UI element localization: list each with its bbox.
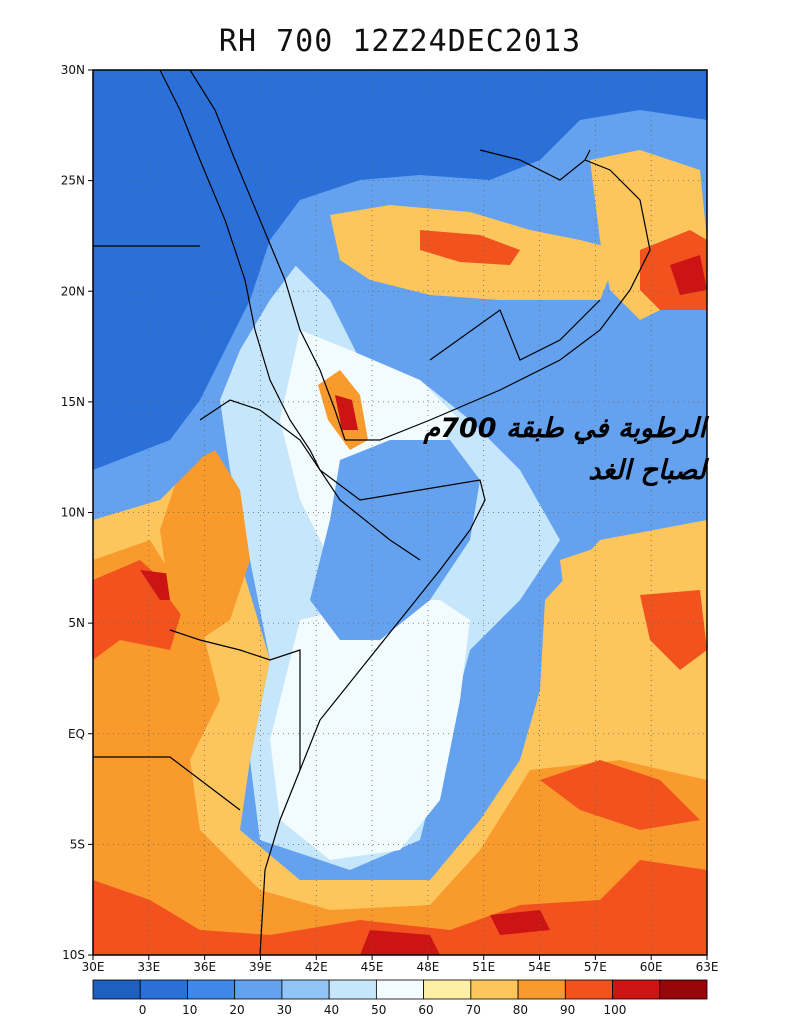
colorbar-label: 30 <box>277 1003 292 1017</box>
colorbar-label: 70 <box>466 1003 481 1017</box>
moist-region-east <box>560 540 707 730</box>
very-wet-region-yemen <box>335 395 358 430</box>
x-tick-label: 63E <box>696 960 719 974</box>
colorbar-label: 10 <box>182 1003 197 1017</box>
colorbar-swatch <box>470 979 519 1000</box>
arabic-annotation-line-1: الرطوبة في طبقة 700م <box>423 413 706 444</box>
border-tanzania <box>93 756 241 811</box>
border-kenya <box>169 629 301 770</box>
dry-region <box>93 70 707 470</box>
y-tick-label: 5S <box>70 837 85 851</box>
y-tick-label: 10S <box>62 948 85 962</box>
very-wet-region-east <box>640 590 707 670</box>
y-tick-label: 25N <box>61 174 85 188</box>
red-sea-east-coast <box>189 70 346 441</box>
coastlines <box>93 70 651 955</box>
colorbar-swatch <box>328 979 377 1000</box>
y-tick-label: 15N <box>61 395 85 409</box>
x-tick-label: 60E <box>640 960 663 974</box>
arabic-annotation-line-2: لصباح الغد <box>588 455 706 486</box>
x-tick-label: 39E <box>249 960 272 974</box>
x-tick-label: 51E <box>472 960 495 974</box>
y-tick-label: EQ <box>68 727 85 741</box>
arabic-annotation: الرطوبة في طبقة 700م لصباح الغد <box>400 408 706 492</box>
colorbar-swatch <box>423 979 472 1000</box>
x-tick-label: 42E <box>305 960 328 974</box>
very-wet-region-south <box>93 560 707 955</box>
saturated-spot-south <box>140 570 550 955</box>
colorbar-swatch <box>92 979 141 1000</box>
y-tick-label: 10N <box>61 506 85 520</box>
medium-dry-region-somalia <box>310 440 480 640</box>
arabia-south-coast <box>345 159 651 441</box>
wet-region-arabia <box>420 230 520 265</box>
wet-region-south <box>93 540 707 955</box>
saturated-spot-oman <box>670 255 707 295</box>
map-title: RH 700 12Z24DEC2013 <box>218 24 582 59</box>
y-tick-label: 5N <box>68 616 85 630</box>
border-ethiopia <box>199 399 421 561</box>
colorbar-swatch <box>517 979 566 1000</box>
x-axis: 30E 33E 36E 39E 42E 45E 48E 51E 54E 57E 60E 63E <box>82 955 719 974</box>
colorbar-swatch <box>281 979 330 1000</box>
colorbar-swatch <box>659 979 708 1000</box>
border-saudi <box>429 299 601 361</box>
y-tick-label: 20N <box>61 284 85 298</box>
colorbar-label: 0 <box>139 1003 147 1017</box>
colorbar-swatch <box>187 979 236 1000</box>
persian-gulf <box>479 149 591 181</box>
colorbar-swatch <box>234 979 283 1000</box>
colorbar-swatch <box>612 979 661 1000</box>
x-tick-label: 57E <box>584 960 607 974</box>
x-tick-label: 48E <box>416 960 439 974</box>
colorbar-label: 80 <box>513 1003 528 1017</box>
colorbar: 0 10 20 30 40 50 60 70 80 90 100 <box>92 979 708 1017</box>
colorbar-swatch <box>139 979 188 1000</box>
colorbar-label: 60 <box>418 1003 433 1017</box>
x-tick-label: 36E <box>193 960 216 974</box>
x-tick-label: 33E <box>137 960 160 974</box>
colorbar-label: 90 <box>560 1003 575 1017</box>
x-tick-label: 30E <box>82 960 105 974</box>
colorbar-swatch <box>375 979 425 1000</box>
y-tick-label: 30N <box>61 63 85 77</box>
red-sea-west-coast <box>159 70 321 471</box>
colorbar-label: 50 <box>371 1003 386 1017</box>
colorbar-label: 100 <box>603 1003 626 1017</box>
colorbar-label: 40 <box>324 1003 339 1017</box>
colorbar-label: 20 <box>229 1003 244 1017</box>
gulf-of-aden-south-coast <box>259 469 486 955</box>
rh-field <box>93 70 707 955</box>
x-tick-label: 54E <box>528 960 551 974</box>
x-tick-label: 45E <box>361 960 384 974</box>
y-axis: 30N 25N 20N 15N 10N 5N EQ 5S 10S <box>61 63 93 962</box>
colorbar-swatch <box>564 979 613 1000</box>
